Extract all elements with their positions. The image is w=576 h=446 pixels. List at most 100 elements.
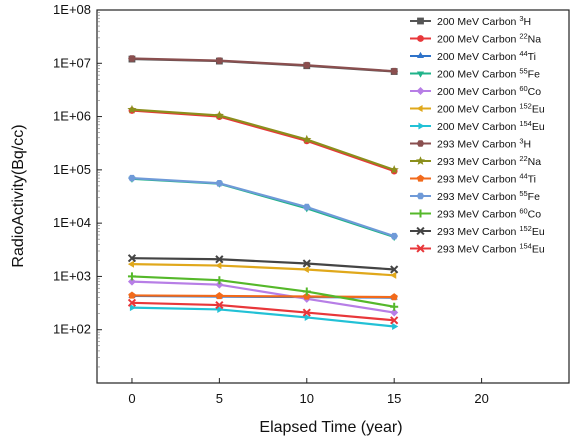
data-point (127, 254, 137, 263)
x-tick-label: 0 (128, 391, 135, 406)
x-axis-title: Elapsed Time (year) (259, 419, 402, 436)
data-point (390, 302, 399, 311)
data-point (302, 287, 311, 296)
series-11 (128, 174, 398, 240)
legend-label: 293 MeV Carbon 152Eu (437, 224, 545, 238)
legend-prefix: 200 MeV Carbon (437, 69, 519, 81)
legend-isotope-number: 154 (519, 119, 532, 128)
legend-label: 293 MeV Carbon 22Na (437, 154, 541, 168)
series-line (131, 306, 395, 328)
legend-element-symbol: Eu (532, 104, 545, 116)
legend-isotope-number: 152 (519, 102, 532, 111)
data-point (302, 203, 311, 211)
series-line (131, 108, 395, 171)
legend-element-symbol: Co (528, 86, 542, 98)
legend-isotope-number: 3 (519, 137, 523, 146)
legend-marker (416, 87, 425, 95)
y-tick-label: 1E+08 (53, 2, 91, 17)
legend-isotope-number: 22 (519, 154, 527, 163)
data-point (217, 305, 224, 314)
x-tick-label: 10 (300, 391, 314, 406)
data-point (215, 255, 224, 264)
legend-prefix: 293 MeV Carbon (437, 226, 519, 238)
series-8 (128, 55, 398, 75)
legend-marker (416, 140, 425, 147)
legend-isotope-number: 44 (519, 49, 527, 58)
legend-isotope-number: 154 (519, 242, 532, 251)
legend-item: 293 MeV Carbon 152Eu (410, 224, 545, 238)
legend-element-symbol: Na (528, 34, 542, 46)
data-point (302, 259, 311, 268)
data-point (390, 308, 399, 317)
y-tick-label: 1E+06 (53, 109, 91, 124)
x-tick-label: 5 (216, 391, 223, 406)
data-point (127, 272, 136, 281)
y-tick-label: 1E+07 (53, 55, 91, 70)
data-point (127, 277, 136, 286)
legend-prefix: 293 MeV Carbon (437, 209, 519, 221)
data-point (390, 316, 399, 325)
legend-marker (415, 156, 426, 165)
data-point (215, 300, 224, 310)
legend-label: 200 MeV Carbon 22Na (437, 32, 541, 46)
legend-marker (416, 209, 425, 218)
series-layer (127, 55, 399, 331)
x-axis: 0 5 10 15 20 (128, 378, 489, 406)
legend-element-symbol: Fe (528, 191, 540, 203)
legend-item: 293 MeV Carbon 44Ti (410, 172, 536, 186)
legend-label: 200 MeV Carbon 3H (437, 14, 531, 28)
series-line (131, 57, 395, 73)
legend-prefix: 200 MeV Carbon (437, 34, 519, 46)
legend-item: 293 MeV Carbon 55Fe (410, 189, 540, 203)
plot-frame (96, 9, 570, 384)
data-point (215, 57, 224, 64)
legend-prefix: 200 MeV Carbon (437, 16, 519, 28)
legend-prefix: 293 MeV Carbon (437, 244, 519, 256)
legend-item: 200 MeV Carbon 3H (410, 14, 531, 28)
series-line (131, 301, 395, 322)
series-9 (127, 104, 399, 174)
series-line (131, 257, 395, 271)
series-line (131, 294, 395, 299)
legend-marker (418, 122, 425, 130)
series-10 (128, 291, 398, 301)
legend-marker (416, 51, 425, 59)
data-point (390, 293, 398, 301)
data-point (128, 174, 136, 182)
legend-item: 200 MeV Carbon 44Ti (410, 49, 536, 63)
legend-label: 200 MeV Carbon 55Fe (437, 67, 540, 81)
legend-element-symbol: Fe (528, 69, 540, 81)
legend-prefix: 200 MeV Carbon (437, 51, 519, 63)
data-point (215, 292, 224, 300)
legend-prefix: 200 MeV Carbon (437, 121, 519, 133)
data-point (215, 280, 224, 289)
legend-item: 293 MeV Carbon 60Co (410, 207, 541, 221)
legend-label: 200 MeV Carbon 152Eu (437, 102, 545, 116)
y-tick-label: 1E+05 (53, 162, 91, 177)
legend-marker (416, 226, 425, 236)
legend-isotope-number: 44 (519, 172, 527, 181)
legend-marker (416, 174, 425, 182)
legend-isotope-number: 22 (519, 32, 527, 41)
data-point (390, 271, 397, 279)
legend-marker (417, 35, 424, 42)
data-point (215, 276, 224, 285)
series-7 (129, 304, 399, 331)
legend-item: 200 MeV Carbon 154Eu (410, 119, 545, 133)
data-point (215, 179, 224, 187)
series-12 (127, 272, 399, 311)
legend-item: 293 MeV Carbon 3H (410, 137, 531, 151)
legend-item: 200 MeV Carbon 55Fe (410, 67, 540, 81)
legend-element-symbol: Ti (528, 51, 536, 63)
series-line (131, 109, 395, 173)
legend-element-symbol: Co (528, 209, 542, 221)
legend-prefix: 293 MeV Carbon (437, 156, 519, 168)
legend-isotope-number: 55 (519, 67, 527, 76)
data-point (128, 55, 136, 62)
legend-marker (416, 192, 425, 200)
legend-label: 293 MeV Carbon 154Eu (437, 242, 545, 256)
legend-isotope-number: 152 (519, 224, 532, 233)
series-line (131, 177, 395, 238)
legend-isotope-number: 60 (519, 84, 527, 93)
